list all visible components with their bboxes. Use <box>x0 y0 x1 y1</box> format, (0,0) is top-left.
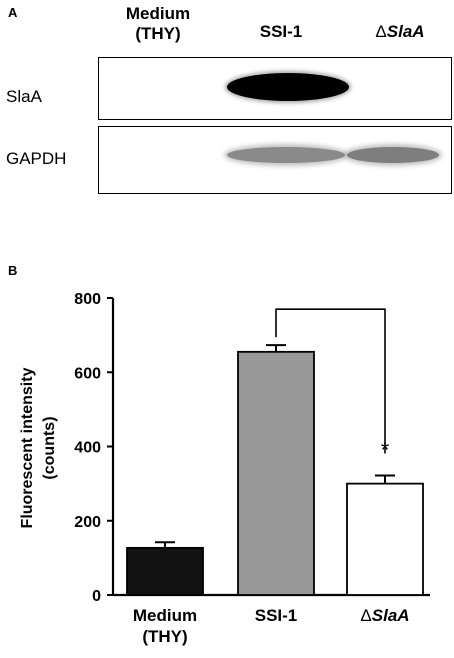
row-label-gapdh: GAPDH <box>6 149 67 168</box>
panel-b-label: B <box>8 263 18 278</box>
lane-label-medium-line2: (THY) <box>135 24 181 43</box>
bar-2 <box>346 482 424 596</box>
blot-band-ssi1-slaa <box>227 73 349 101</box>
lane-label-ssi1: SSI-1 <box>259 22 303 41</box>
blot-band-ssi1-gapdh <box>227 147 345 163</box>
x-tick-label-1: SSI-1 <box>255 606 298 625</box>
y-axis-label-line-2: (counts) <box>41 416 58 479</box>
delta-symbol: Δ <box>375 22 387 41</box>
x-tick-label-2: ΔSlaA <box>360 606 409 625</box>
y-tick-label-3: 600 <box>74 365 101 382</box>
lane-label-medium-line1: Medium <box>125 4 191 23</box>
x-tick-label-0-line-2: (THY) <box>142 627 187 646</box>
lane-label-slaa-name: SlaA <box>386 22 425 41</box>
blot-gapdh <box>98 126 452 194</box>
y-tick-label-0: 0 <box>92 588 101 605</box>
bar-1 <box>237 350 315 596</box>
blot-band-deltaslaa-gapdh <box>347 147 439 163</box>
significance-star: * <box>381 437 390 462</box>
significance-bracket <box>275 308 386 454</box>
row-label-slaa: SlaA <box>6 87 42 106</box>
y-tick-label-1: 200 <box>74 514 101 531</box>
panel-a-label: A <box>8 5 18 20</box>
bar-chart: 0 200 400 600 800 Fluorescent intensity (count… <box>19 291 430 646</box>
y-axis-label-line-1: Fluorescent intensity <box>19 367 36 528</box>
lane-label-deltaslaa: ΔSlaA <box>350 22 450 42</box>
bar-0 <box>126 546 204 596</box>
y-tick-label-4: 800 <box>74 291 101 308</box>
blot-slaa <box>98 57 452 120</box>
y-tick-label-2: 400 <box>74 440 101 457</box>
x-tick-label-0-line-1: Medium <box>133 606 197 625</box>
lane-label-medium: Medium (THY) <box>108 4 208 44</box>
